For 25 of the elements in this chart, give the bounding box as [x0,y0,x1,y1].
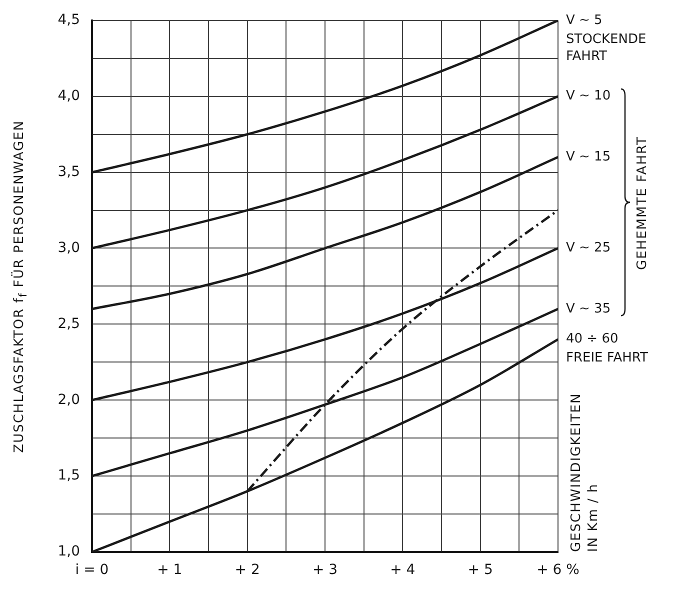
series-label: 40 ÷ 60 [566,332,618,347]
x-tick-label: + 5 [468,562,493,578]
y-tick-label: 4,0 [58,88,80,104]
series-label: V ~ 5 [566,12,602,28]
annotation: STOCKENDE FAHRT [566,32,646,64]
series-label: V ~ 25 [566,240,611,256]
x-tick-label: i = 0 [75,562,109,578]
x-tick-label: + 3 [312,562,338,578]
series-label: V ~ 15 [566,149,611,164]
y-tick-label: 1,0 [58,544,80,560]
y-tick-label: 1,5 [58,468,80,484]
x-tick-label: + 1 [157,562,182,578]
text: GESCHWINDIGKEITEN IN Km / h [568,392,602,552]
series-label: V ~ 35 [566,301,611,316]
y-tick-label: 2,0 [58,392,80,408]
y-tick-label: 4,5 [58,12,80,28]
y-tick-label: 2,5 [58,316,80,332]
y-tick-label: 3,5 [58,164,80,180]
x-tick-label: + 4 [390,562,416,578]
x-tick-label: + 2 [234,562,260,578]
annotation: FREIE FAHRT [566,350,648,366]
series-label: V ~ 10 [566,88,611,104]
y-tick-label: 3,0 [58,240,80,256]
x-tick-label: + 6 % [536,562,580,578]
text: GEHEMMTE FAHRT [635,136,650,270]
